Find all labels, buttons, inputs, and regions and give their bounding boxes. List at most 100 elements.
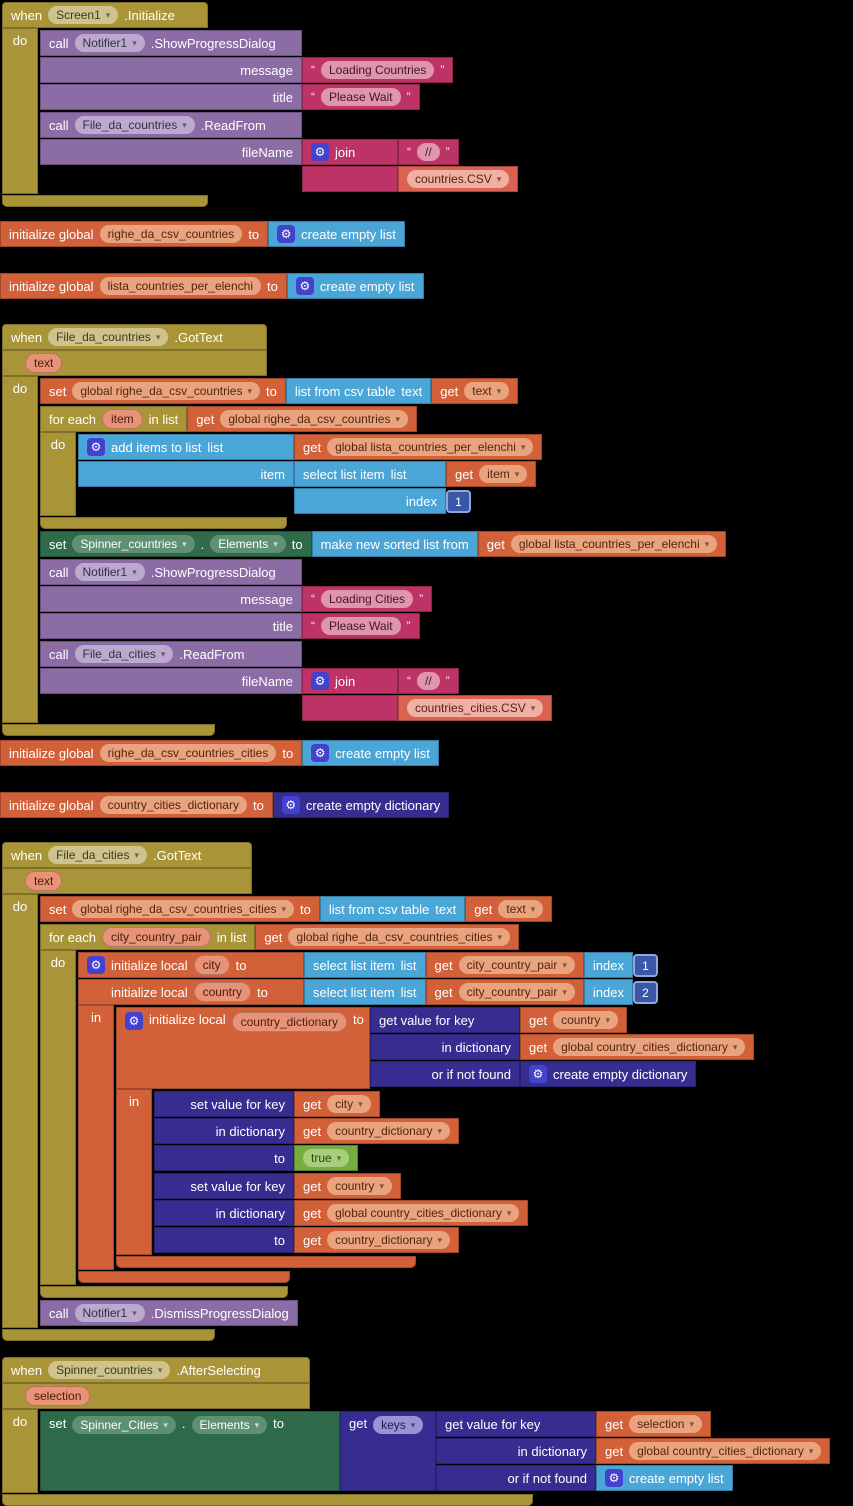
create-empty-dictionary-block[interactable]: create empty dictionary (520, 1061, 697, 1087)
string-value[interactable]: Please Wait (321, 88, 401, 106)
call-row[interactable]: call File_da_cities .ReadFrom (40, 641, 302, 667)
get-block[interactable]: get item (446, 461, 537, 487)
foreach-header[interactable]: for each city_country_pair in list (40, 924, 256, 950)
mutator-gear-icon[interactable] (311, 744, 330, 762)
create-empty-list-block[interactable]: create empty list (268, 221, 405, 247)
component-dropdown[interactable]: File_da_cities (48, 846, 147, 864)
variable-dropdown[interactable]: global righe_da_csv_countries (72, 382, 260, 400)
select-list-item-block[interactable]: select list item list get item (294, 461, 537, 514)
mutator-gear-icon[interactable] (295, 277, 314, 295)
list-from-csv-table-block[interactable]: list from csv table text (285, 378, 432, 404)
select-list-item-inline[interactable]: select list item list get city_country_p… (304, 952, 658, 978)
variable-dropdown[interactable]: global country_cities_dictionary (553, 1038, 746, 1056)
svfk-key-row[interactable]: set value for key (154, 1091, 294, 1117)
initialize-global-row[interactable]: initialize global country_cities_diction… (0, 792, 273, 818)
get-block[interactable]: get global country_cities_dictionary (520, 1034, 755, 1060)
foreach-item-block[interactable]: for each item in list get global righe_d… (40, 406, 543, 529)
call-showprogressdialog-block[interactable]: call Notifier1 .ShowProgressDialog messa… (40, 30, 454, 110)
get-block[interactable]: get global righe_da_csv_countries_cities (255, 924, 520, 950)
variable-dropdown[interactable]: country (553, 1011, 618, 1029)
create-empty-list-block[interactable]: create empty list (286, 273, 424, 299)
component-dropdown[interactable]: Spinner_Cities (72, 1416, 176, 1434)
set-spinner-countries-elements-row[interactable]: set Spinner_countries . Elements to make… (40, 531, 727, 557)
string-value[interactable]: Please Wait (321, 617, 401, 635)
call-readfrom-block[interactable]: call File_da_cities .ReadFrom fileName (40, 641, 553, 721)
variable-dropdown[interactable]: global lista_countries_per_elenchi (327, 438, 534, 456)
variable-dropdown[interactable]: city_country_pair (458, 983, 575, 1001)
file-helper-block[interactable]: countries.CSV (398, 166, 519, 192)
join-block[interactable]: join // countries.CSV (302, 139, 519, 192)
event-header[interactable]: when Screen1 .Initialize (2, 2, 208, 28)
call-showprogressdialog-block[interactable]: call Notifier1 .ShowProgressDialog messa… (40, 559, 433, 639)
call-row[interactable]: call Notifier1 .ShowProgressDialog (40, 559, 302, 585)
get-block[interactable]: get city (294, 1091, 380, 1117)
select-list-item-inline[interactable]: select list item list get city_country_p… (304, 979, 658, 1005)
initialize-global-row[interactable]: initialize global righe_da_csv_countries… (0, 221, 269, 247)
call-readfrom-block[interactable]: call File_da_countries .ReadFrom fileNam… (40, 112, 519, 192)
file-dropdown[interactable]: countries_cities.CSV (407, 699, 544, 717)
set-variable-block[interactable]: set global righe_da_csv_countries to (40, 378, 286, 404)
global-name[interactable]: righe_da_csv_countries_cities (99, 744, 277, 762)
join-row[interactable]: join (302, 139, 398, 165)
add-items-row[interactable]: add items to list list (78, 434, 294, 460)
component-dropdown[interactable]: Spinner_countries (72, 535, 195, 553)
component-dropdown[interactable]: Spinner_countries (48, 1361, 171, 1379)
number-block[interactable]: 1 (632, 954, 658, 977)
variable-dropdown[interactable]: country (327, 1177, 392, 1195)
property-dropdown[interactable]: Elements (210, 535, 286, 553)
property-dropdown[interactable]: Elements (191, 1416, 268, 1434)
mutator-gear-icon[interactable] (125, 1012, 143, 1030)
component-dropdown[interactable]: Notifier1 (74, 1304, 145, 1322)
string-block[interactable]: Loading Countries (302, 57, 454, 83)
get-block[interactable]: get global country_cities_dictionary (294, 1200, 529, 1226)
mutator-gear-icon[interactable] (311, 143, 329, 161)
init-local-country-row[interactable]: initialize local country to (78, 979, 304, 1005)
get-block[interactable]: get global lista_countries_per_elenchi (477, 531, 727, 557)
set-property-block[interactable]: set Spinner_countries . Elements to (40, 531, 312, 557)
file-dropdown[interactable]: countries.CSV (407, 170, 510, 188)
variable-dropdown[interactable]: global country_cities_dictionary (327, 1204, 520, 1222)
join-block[interactable]: join // countries_cities.CSV (302, 668, 553, 721)
add-items-to-list-block[interactable]: add items to list list get global lista_… (78, 434, 543, 514)
get-block[interactable]: get country_dictionary (294, 1118, 459, 1144)
string-block[interactable]: // (398, 139, 459, 165)
select-list-item-row[interactable]: select list item list (304, 952, 426, 978)
create-empty-list-block[interactable]: create empty list (596, 1465, 733, 1491)
make-new-sorted-list-block[interactable]: make new sorted list from (311, 531, 478, 557)
get-block[interactable]: get global righe_da_csv_countries (187, 406, 417, 432)
mutator-gear-icon[interactable] (605, 1469, 623, 1487)
get-block[interactable]: get country_dictionary (294, 1227, 459, 1253)
call-dismissprogressdialog-block[interactable]: call Notifier1 .DismissProgressDialog (40, 1300, 298, 1326)
call-row[interactable]: call File_da_countries .ReadFrom (40, 112, 302, 138)
global-name[interactable]: country_cities_dictionary (99, 796, 247, 814)
get-block[interactable]: get text (465, 896, 553, 922)
local-var-chip[interactable]: country_dictionary (231, 1012, 347, 1032)
create-empty-dictionary-block[interactable]: create empty dictionary (272, 792, 450, 818)
string-block[interactable]: // (398, 668, 459, 694)
gvfk-key-row[interactable]: get value for key (436, 1411, 596, 1437)
get-block[interactable]: get text (431, 378, 519, 404)
number-block[interactable]: 2 (632, 981, 658, 1004)
param-chip[interactable]: selection (25, 1386, 91, 1406)
logic-dropdown[interactable]: true (303, 1149, 350, 1167)
init-global-lista-countries-per-elenchi[interactable]: initialize global lista_countries_per_el… (0, 273, 424, 299)
initialize-global-row[interactable]: initialize global righe_da_csv_countries… (0, 740, 303, 766)
set-spinner-cities-elements-row[interactable]: set Spinner_Cities . Elements to get key… (40, 1411, 831, 1491)
select-list-item-row[interactable]: select list item list (294, 461, 446, 487)
foreach-pair-block[interactable]: for each city_country_pair in list get g… (40, 924, 755, 1298)
when-screen1-initialize-block[interactable]: when Screen1 .Initialize do call Notifie… (2, 2, 519, 207)
foreach-header[interactable]: for each item in list (40, 406, 188, 432)
loop-var-chip[interactable]: city_country_pair (101, 927, 211, 947)
set-variable-block[interactable]: set global righe_da_csv_countries_cities… (40, 896, 320, 922)
when-file-da-cities-gottext-block[interactable]: when File_da_cities .GotText text do set… (2, 842, 755, 1341)
init-local-dict-row[interactable]: initialize local country_dictionary to (116, 1007, 370, 1089)
local-var-chip[interactable]: country (193, 982, 251, 1002)
variable-dropdown[interactable]: global country_cities_dictionary (629, 1442, 822, 1460)
call-row[interactable]: call Notifier1 .DismissProgressDialog (40, 1300, 298, 1326)
param-chip[interactable]: text (25, 353, 63, 373)
get-keys-block[interactable]: get keys (340, 1411, 436, 1491)
get-value-for-key-block[interactable]: get value for key get selection in dicti… (436, 1411, 831, 1491)
set-global-row[interactable]: set global righe_da_csv_countries to lis… (40, 378, 519, 404)
initialize-local-city-country-block[interactable]: initialize local city to select list ite… (78, 952, 755, 1283)
get-block[interactable]: get global country_cities_dictionary (596, 1438, 831, 1464)
